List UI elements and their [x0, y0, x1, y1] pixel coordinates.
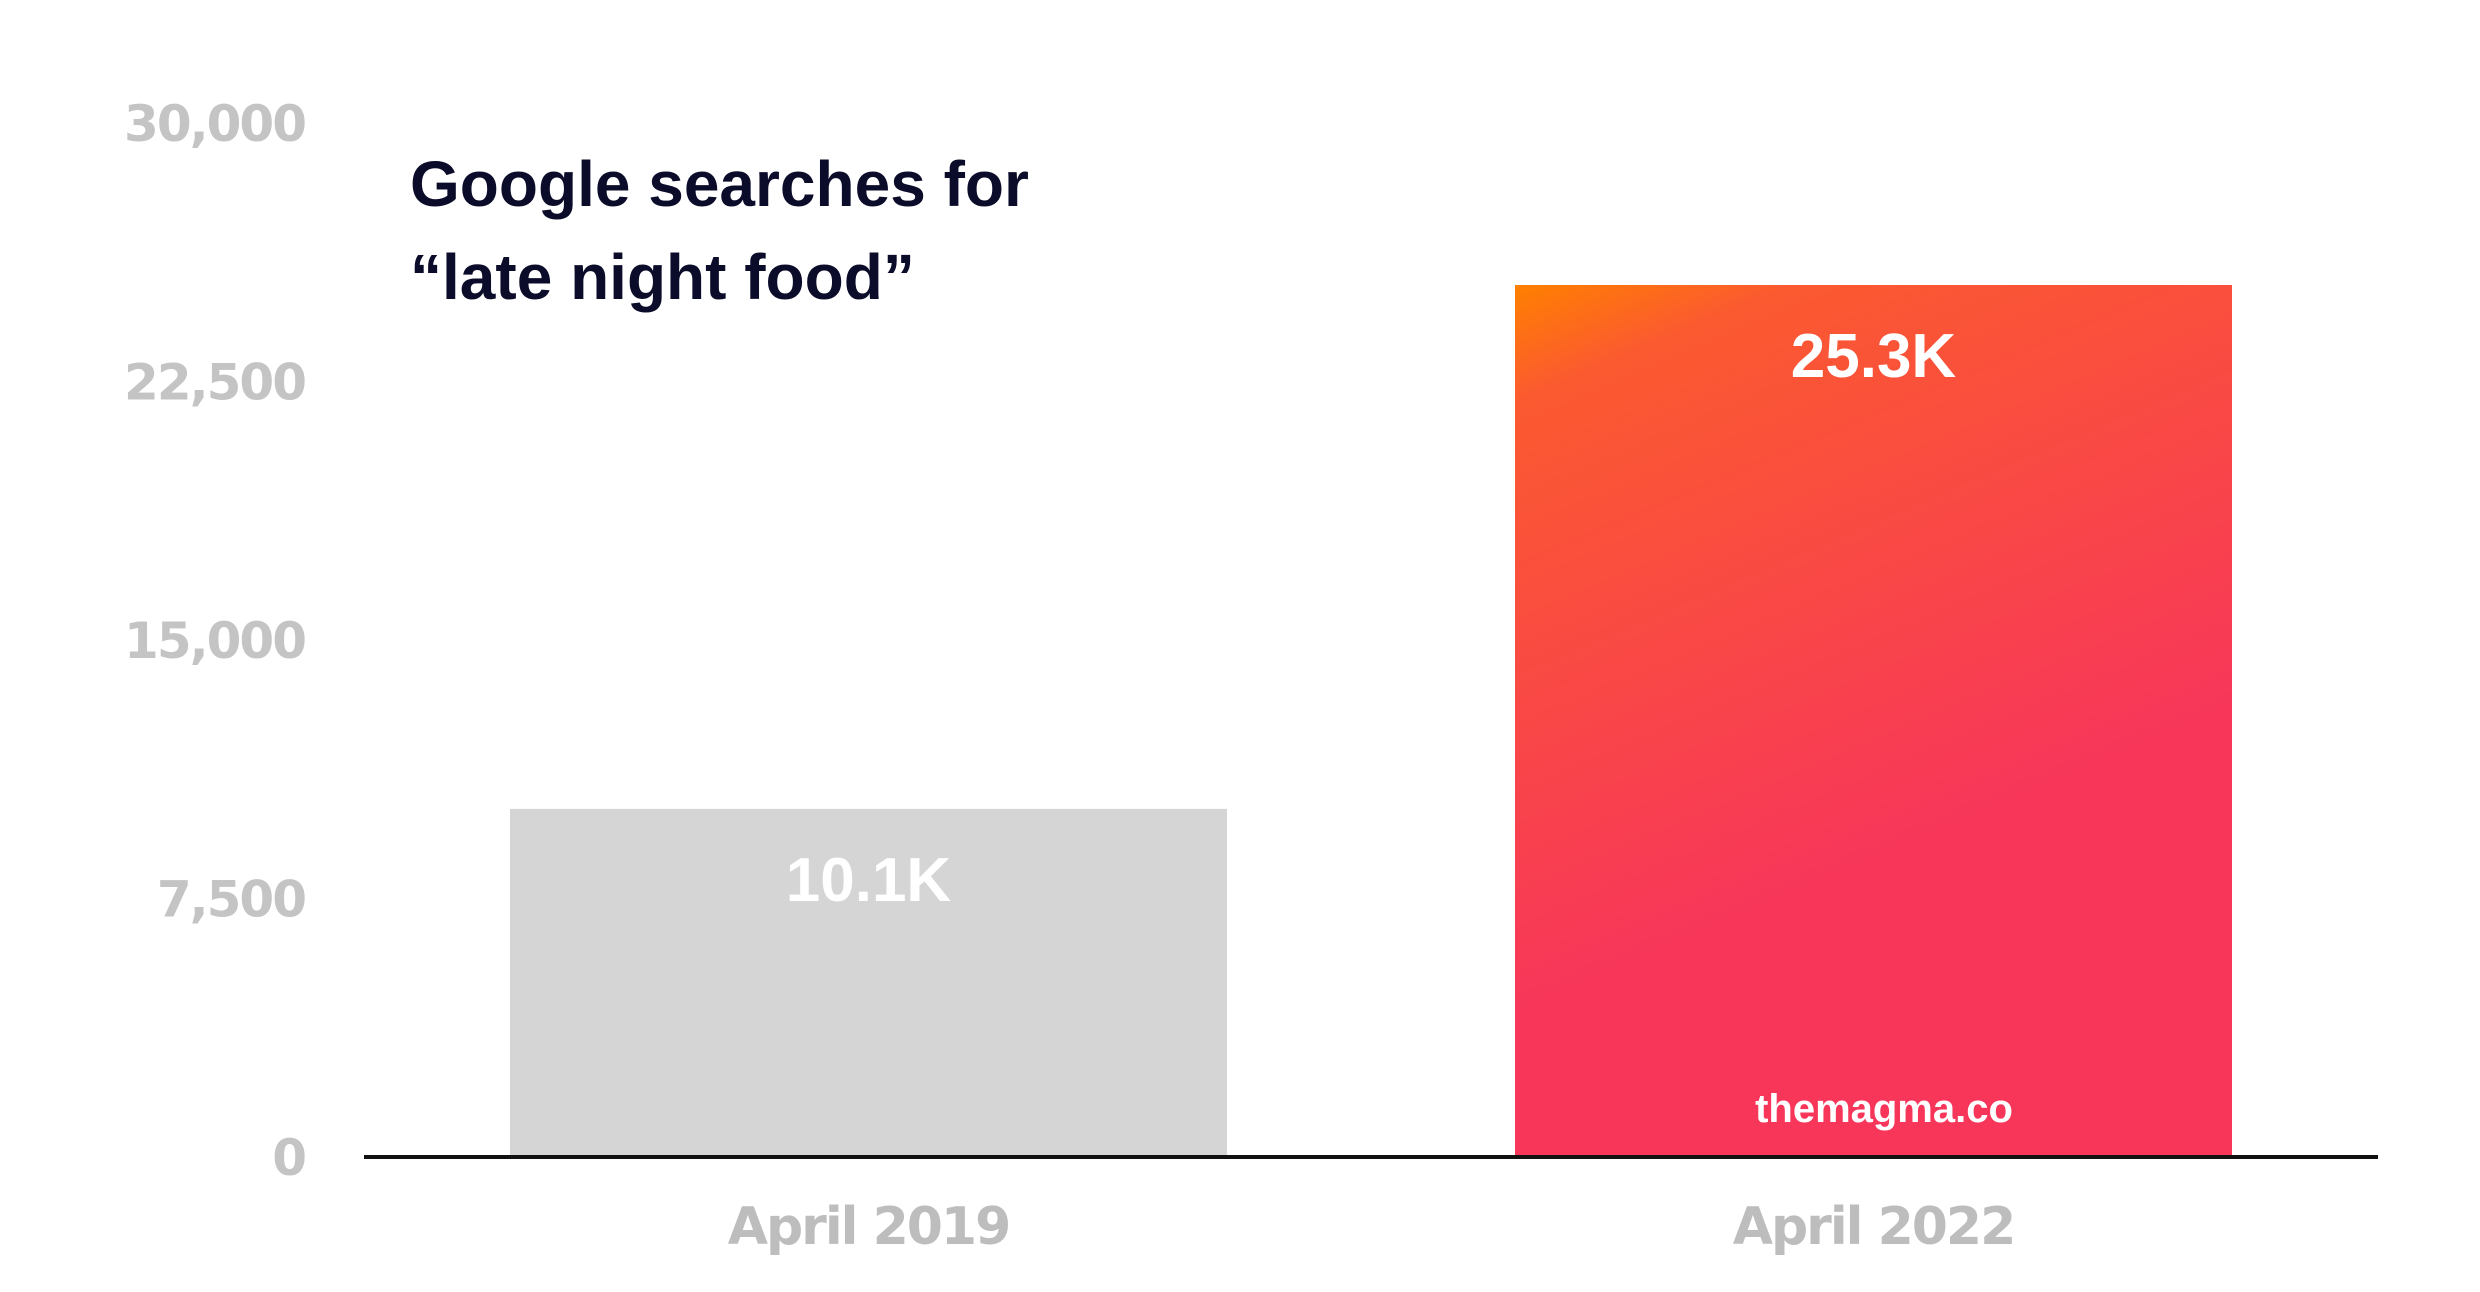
bar-april-2019: [510, 808, 1227, 1157]
data-label: 10.1K: [786, 846, 952, 915]
watermark: themagma.co: [1755, 1087, 2013, 1131]
x-tick-label: April 2019: [728, 1197, 1010, 1257]
y-tick-label: 7,500: [157, 871, 305, 929]
x-tick-label: April 2022: [1733, 1197, 2015, 1257]
y-tick-label: 30,000: [124, 95, 305, 153]
bar-april-2022: [1515, 284, 2232, 1157]
chart-title-line-1: Google searches for: [410, 148, 1029, 220]
y-tick-label: 0: [272, 1129, 305, 1187]
data-label: 25.3K: [1791, 322, 1957, 391]
y-tick-label: 15,000: [124, 612, 305, 670]
chart-title-line-2: “late night food”: [410, 241, 915, 313]
y-tick-label: 22,500: [124, 354, 305, 412]
